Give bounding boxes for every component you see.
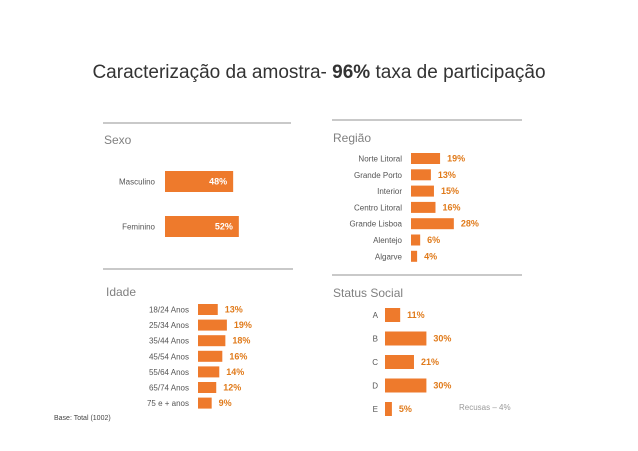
regiao-value-label: 13% [438,170,456,180]
status-value-label: 30% [433,334,451,344]
status-category-label: C [372,358,378,367]
idade-bar [198,350,223,362]
idade-value-label: 18% [232,336,250,346]
regiao-value-label: 4% [424,251,437,261]
idade-value-label: 19% [234,320,252,330]
regiao-value-label: 6% [427,235,440,245]
regiao-bar [411,218,454,230]
status-category-label: A [373,311,379,320]
regiao-value-label: 16% [442,202,460,212]
idade-category-label: 75 e + anos [147,399,189,408]
sexo-title: Sexo [104,133,132,147]
regiao-bar [411,201,436,213]
regiao-divider [332,119,522,121]
idade-bar [198,319,227,331]
sexo-divider [103,122,291,124]
idade-bar [198,397,212,409]
status-value-label: 21% [421,357,439,367]
idade-category-label: 65/74 Anos [149,384,189,393]
regiao-category-label: Interior [377,187,402,196]
idade-value-label: 12% [223,383,241,393]
idade-value-label: 9% [219,398,232,408]
status-category-label: D [372,382,378,391]
status-title: Status Social [333,286,404,300]
status-bar [385,402,392,416]
sexo-bar [165,171,234,192]
sexo-category-label: Feminino [122,223,155,232]
idade-value-label: 16% [229,351,247,361]
idade-divider [103,268,293,270]
regiao-bar [411,250,418,262]
status-bar [385,355,414,369]
status-bar [385,331,427,346]
status-value-label: 11% [407,310,425,320]
title-prefix: Caracterização da amostra- [92,62,327,83]
regiao-title: Região [333,131,372,145]
idade-bar [198,335,226,347]
status-divider [332,274,522,276]
regiao-value-label: 28% [461,219,479,229]
sexo-bar [165,216,239,237]
page-title: Caracterização da amostra- 96% taxa de p… [0,62,638,84]
status-value-label: 30% [433,381,451,391]
idade-bar [198,366,220,378]
regiao-bar [411,153,441,164]
idade-category-label: 35/44 Anos [149,337,189,346]
regiao-category-label: Grande Porto [354,171,403,180]
regiao-category-label: Alentejo [373,236,402,245]
regiao-category-label: Norte Litoral [358,155,402,164]
sexo-value-label: 52% [215,222,233,232]
regiao-value-label: 15% [441,186,459,196]
status-bar [385,308,401,322]
regiao-bar [411,185,434,197]
idade-value-label: 13% [225,305,243,315]
idade-value-label: 14% [226,367,244,377]
title-suffix: taxa de participação [375,62,546,83]
idade-category-label: 45/54 Anos [149,352,189,361]
sexo-value-label: 48% [209,177,227,187]
status-category-label: B [373,335,378,344]
recusas-annotation: Recusas – 4% [459,403,511,412]
idade-category-label: 55/64 Anos [149,368,189,377]
title-highlight: 96% [332,62,371,83]
idade-title: Idade [106,285,137,299]
regiao-category-label: Centro Litoral [354,203,402,212]
base-footnote: Base: Total (1002) [54,415,111,422]
idade-category-label: 25/34 Anos [149,321,189,330]
status-bar [385,378,427,393]
regiao-value-label: 19% [447,154,465,164]
regiao-category-label: Grande Lisboa [350,220,403,229]
regiao-bar [411,234,421,246]
regiao-category-label: Algarve [375,252,403,261]
idade-bar [198,382,217,393]
idade-category-label: 18/24 Anos [149,306,189,315]
sexo-category-label: Masculino [119,178,156,187]
regiao-bar [411,169,431,181]
status-category-label: E [373,405,378,414]
idade-bar [198,304,218,315]
status-value-label: 5% [399,404,412,414]
